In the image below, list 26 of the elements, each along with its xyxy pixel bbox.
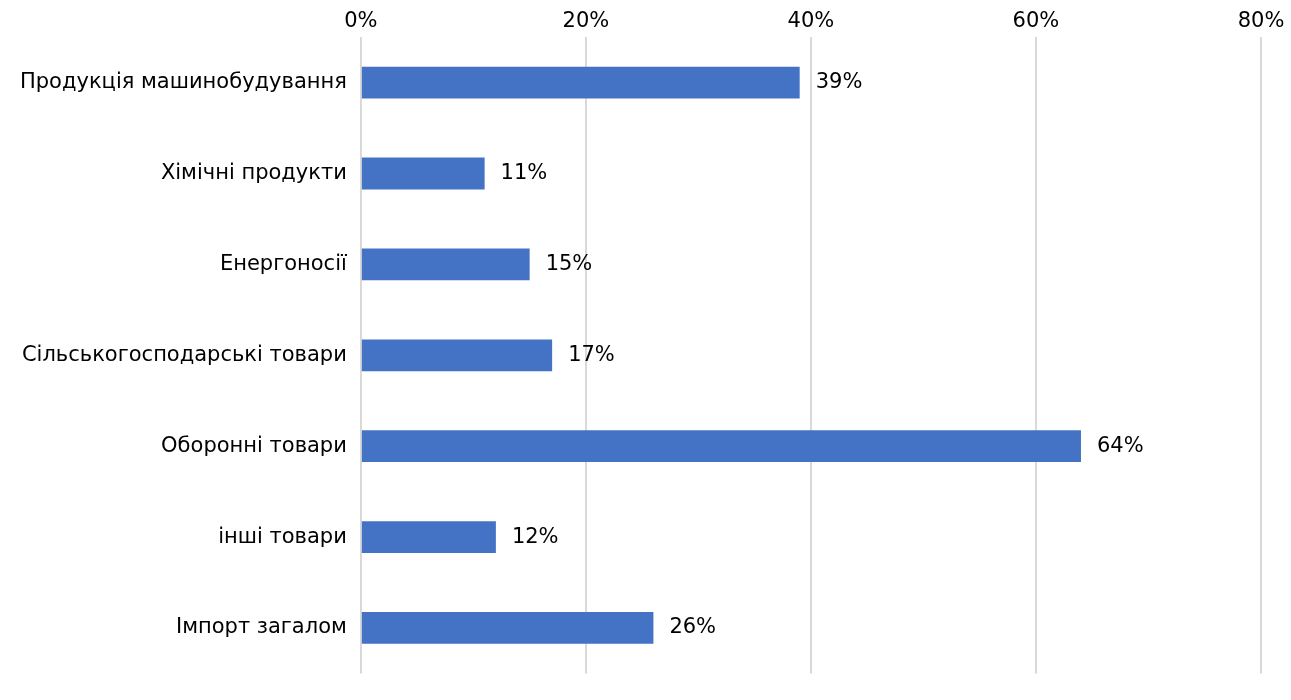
x-tick-label: 40% (787, 8, 835, 33)
data-label: 26% (669, 614, 717, 639)
y-tick-label: Хімічні продукти (160, 159, 347, 184)
bar (361, 612, 654, 644)
data-label: 17% (568, 341, 615, 366)
y-tick-label: інші товари (218, 523, 347, 548)
data-label: 12% (511, 523, 559, 548)
y-tick-label: Енергоносії (219, 250, 347, 275)
x-tick-label: 20% (562, 8, 610, 33)
y-tick-label: Оборонні товари (161, 432, 347, 457)
bar (361, 430, 1081, 463)
data-label: 64% (1096, 432, 1144, 457)
data-label: 39% (815, 69, 863, 94)
bar (361, 248, 530, 281)
bar (361, 521, 496, 553)
bar (361, 66, 800, 99)
bar (361, 339, 553, 372)
y-tick-label: Імпорт загалом (175, 614, 347, 639)
x-tick-label: 80% (1237, 8, 1285, 33)
data-label: 15% (545, 250, 593, 275)
bar (361, 157, 485, 190)
x-tick-label: 0% (344, 8, 378, 33)
y-tick-label: Продукція машинобудування (19, 69, 347, 94)
x-tick-label: 60% (1012, 8, 1060, 33)
y-tick-label: Сільськогосподарські товари (21, 341, 347, 366)
data-label: 11% (500, 159, 548, 184)
